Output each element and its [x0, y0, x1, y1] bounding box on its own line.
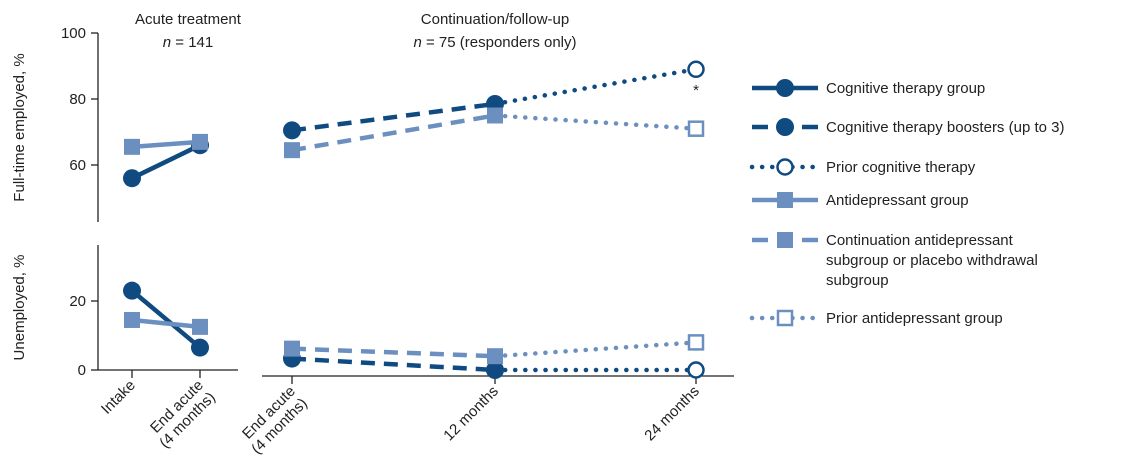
legend-label-line: Cognitive therapy boosters (up to 3): [826, 119, 1064, 136]
legend: Cognitive therapy group Cognitive therapy…: [749, 79, 1064, 327]
unemployed-series-line: [291, 356, 496, 373]
x-tick-label-m24: 24 months: [641, 383, 703, 445]
legend-marker: [776, 158, 794, 176]
employed-y-tick-label: 100: [61, 25, 86, 42]
employed-series-line: [291, 113, 496, 153]
x-tick-label-line: Intake: [98, 377, 139, 418]
employed-y-axis-label: Full-time employed, %: [11, 53, 28, 201]
x-tick-label-line: 12 months: [440, 383, 502, 445]
employed-series-point: [284, 142, 300, 159]
series: *: [123, 60, 705, 379]
continuation-header-n: n = 75 (responders only): [413, 34, 576, 51]
axes: 60 80 100 Full-time employed, % 0 20 Unemploye…: [11, 25, 734, 458]
employed-series-line: [492, 67, 699, 107]
unemployed-series-line: [131, 317, 201, 330]
unemployed-series-point: [123, 281, 141, 300]
unemployed-series-point: [284, 340, 300, 357]
acute-header-n: n = 141: [163, 34, 213, 51]
employed-series-line: [291, 101, 496, 133]
x-tick-label-end_acute_right: End acute(4 months): [236, 383, 311, 458]
x-tick-label-m12: 12 months: [440, 383, 502, 445]
panel-headers: Acute treatment n = 141 Continuation/fol…: [135, 11, 576, 51]
employed-series-line: [131, 143, 201, 181]
unemployed-y-tick-label: 0: [78, 362, 86, 379]
employed-series-point: [192, 133, 208, 150]
legend-label-line: subgroup or placebo withdrawal: [826, 252, 1038, 269]
legend-marker: [776, 309, 794, 327]
unemployed-y-tick-label: 20: [69, 293, 86, 310]
unemployed-series-point: [192, 318, 208, 335]
legend-label: Prior antidepressant group: [826, 310, 1003, 327]
legend-label: Cognitive therapy group: [826, 80, 985, 97]
employed-series-point: [124, 138, 140, 155]
legend-label: Antidepressant group: [826, 192, 969, 209]
legend-marker: [777, 192, 793, 208]
legend-label-line: Cognitive therapy group: [826, 80, 985, 97]
employed-series-point: [687, 60, 705, 79]
unemployed-y-axis-label: Unemployed, %: [11, 255, 28, 361]
legend-label-line: Continuation antidepressant: [826, 232, 1014, 249]
unemployed-series-line: [130, 288, 202, 350]
unemployed-series-point: [124, 311, 140, 328]
legend-marker: [777, 232, 793, 248]
legend-label: Cognitive therapy boosters (up to 3): [826, 119, 1064, 136]
legend-label-line: subgroup: [826, 272, 889, 289]
employed-series-point: [123, 169, 141, 188]
unemployed-series-point: [687, 334, 705, 351]
unemployed-series-line: [291, 346, 496, 359]
unemployed-series-line: [492, 340, 699, 359]
significance-annotation: *: [693, 82, 699, 99]
continuation-header-title: Continuation/follow-up: [421, 11, 569, 28]
legend-label: Continuation antidepressant subgroup or p…: [826, 232, 1038, 289]
legend-label: Prior cognitive therapy: [826, 159, 976, 176]
employed-series-line: [131, 139, 201, 150]
legend-label-line: Prior cognitive therapy: [826, 159, 976, 176]
legend-marker: [776, 118, 794, 136]
employed-series-point: [687, 120, 705, 137]
acute-header-title: Acute treatment: [135, 11, 242, 28]
legend-label-line: Prior antidepressant group: [826, 310, 1003, 327]
employed-series-line: [492, 113, 699, 131]
x-tick-label-intake: Intake: [98, 377, 139, 418]
legend-marker: [776, 79, 794, 97]
employed-y-tick-label: 80: [69, 91, 86, 108]
x-tick-label-end_acute_left: End acute(4 months): [144, 377, 219, 452]
employed-series-point: [283, 121, 301, 140]
employed-y-tick-label: 60: [69, 157, 86, 174]
unemployed-series-point: [191, 338, 209, 357]
unemployed-series-point: [687, 361, 705, 379]
legend-label-line: Antidepressant group: [826, 192, 969, 209]
x-tick-label-line: 24 months: [641, 383, 703, 445]
